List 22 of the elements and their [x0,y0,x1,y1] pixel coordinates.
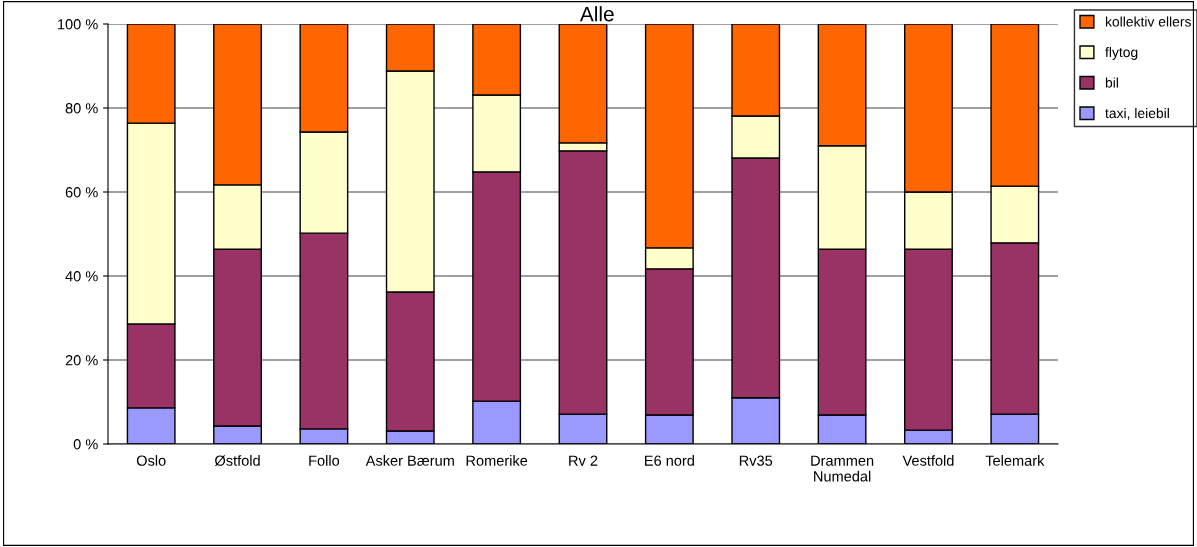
y-tick-label: 0 % [73,439,98,450]
x-tick-label: Telemark [985,455,1045,466]
y-tick-label: 100 % [58,19,98,30]
y-tick-label: 40 % [65,271,98,282]
x-tick-label: E6 nord [645,455,694,466]
legend-label: taxi, leiebil [1105,107,1169,120]
legend-label: bil [1105,77,1118,88]
x-tick-label: Rv35 [739,455,773,466]
x-tick-label: Romerike [466,455,528,466]
x-tick-label: Asker Bærum [365,455,454,466]
x-tick-label: Rv 2 [569,455,598,466]
x-tick-label: Drammen Numedal [811,455,874,482]
y-tick-label: 80 % [65,103,98,114]
chart-title: Alle [579,6,614,22]
legend-label: flytog [1105,46,1138,60]
x-tick-label: Vestfold [902,455,954,466]
y-tick-label: 60 % [65,187,98,198]
x-tick-label: Østfold [214,455,260,467]
legend-label: kollektiv ellers [1105,16,1191,27]
y-tick-label: 20 % [65,355,98,366]
x-tick-label: Oslo [136,455,166,466]
x-tick-label: Follo [309,455,340,466]
